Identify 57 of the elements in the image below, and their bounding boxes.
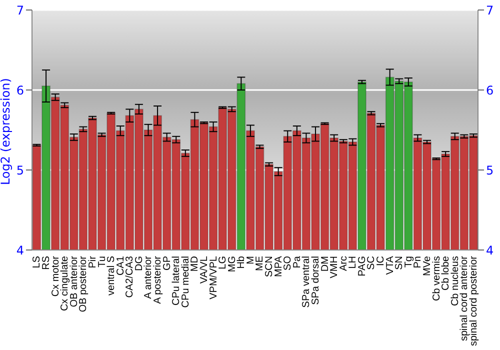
y-tick-label: 5 bbox=[16, 163, 24, 178]
x-tick-label: CA1 bbox=[115, 256, 126, 276]
x-tick-label: SN bbox=[394, 256, 406, 270]
x-tick-label: PAG bbox=[356, 256, 368, 276]
x-tick-label: LH bbox=[348, 256, 359, 269]
x-tick-label: ventral S bbox=[106, 256, 118, 296]
x-tick-label: M bbox=[245, 256, 256, 264]
x-tick-label: A anterior bbox=[143, 255, 154, 299]
x-tick-label: RS bbox=[41, 256, 52, 270]
y-tick-label: 4 bbox=[16, 243, 24, 258]
x-tick-label: MPA bbox=[273, 256, 284, 277]
x-tick-label: SPa dorsal bbox=[310, 256, 322, 305]
x-tick-label: Cx motor bbox=[50, 255, 62, 297]
x-tick-label: MG bbox=[226, 256, 238, 272]
x-tick-label: SO bbox=[282, 256, 294, 270]
x-tick-label: Tg bbox=[403, 256, 414, 268]
x-tick-label: OB anterior bbox=[68, 255, 80, 308]
x-tick-label: CPu medial bbox=[180, 256, 192, 308]
x-tick-label: Cb vermis bbox=[431, 256, 442, 302]
y-tick-label: 7 bbox=[16, 3, 24, 18]
x-tick-label: MVe bbox=[422, 256, 433, 276]
x-tick-label: Arc bbox=[338, 256, 350, 271]
x-tick-label: spinal cord anterior bbox=[459, 255, 470, 342]
x-tick-label: CA2/CA3 bbox=[124, 256, 136, 298]
x-tick-label: ME bbox=[254, 256, 266, 271]
x-tick-label: Cb nucleus bbox=[450, 256, 461, 306]
x-tick-label: Cb lobe bbox=[440, 256, 452, 290]
x-tick-label: GP bbox=[162, 256, 173, 270]
x-tick-label: OB posterior bbox=[78, 255, 90, 312]
x-tick-label: LS bbox=[32, 256, 43, 268]
y2-tick-label: 5 bbox=[486, 163, 494, 178]
x-tick-label: LG bbox=[218, 256, 229, 270]
x-tick-label: VPM/VPL bbox=[208, 256, 220, 300]
x-tick-label: CPu lateral bbox=[171, 256, 182, 306]
y-tick-label: 6 bbox=[16, 83, 24, 98]
x-tick-label: VMH bbox=[329, 256, 340, 278]
x-tick-label: MD bbox=[190, 256, 201, 272]
x-tick-label: Cx cingulate bbox=[60, 256, 71, 312]
x-tick-label: spinal cord posterior bbox=[468, 255, 480, 346]
x-tick-label: Pn bbox=[412, 256, 424, 268]
x-tick-label: DG bbox=[134, 256, 145, 271]
x-tick-label: DM bbox=[320, 256, 331, 272]
x-tick-label: SCN bbox=[264, 256, 276, 278]
x-tick-label: Tu bbox=[96, 256, 108, 268]
x-tick-label: Pir bbox=[87, 255, 98, 268]
y2-tick-label: 6 bbox=[486, 83, 494, 98]
x-tick-label: Hb bbox=[236, 256, 248, 269]
x-tick-label: VTA bbox=[384, 256, 396, 275]
y2-tick-label: 4 bbox=[486, 243, 494, 258]
y-axis-title: Log2 (expression) bbox=[0, 78, 12, 185]
x-tick-label: SC bbox=[366, 256, 378, 270]
x-tick-label: IC bbox=[376, 256, 387, 266]
x-tick-label: VA/VL bbox=[198, 256, 210, 284]
x-tick-label: SPa ventral bbox=[301, 256, 312, 308]
x-tick-label: A posterior bbox=[152, 255, 164, 304]
x-tick-label: Pa bbox=[292, 256, 303, 268]
y2-tick-label: 7 bbox=[486, 3, 494, 18]
